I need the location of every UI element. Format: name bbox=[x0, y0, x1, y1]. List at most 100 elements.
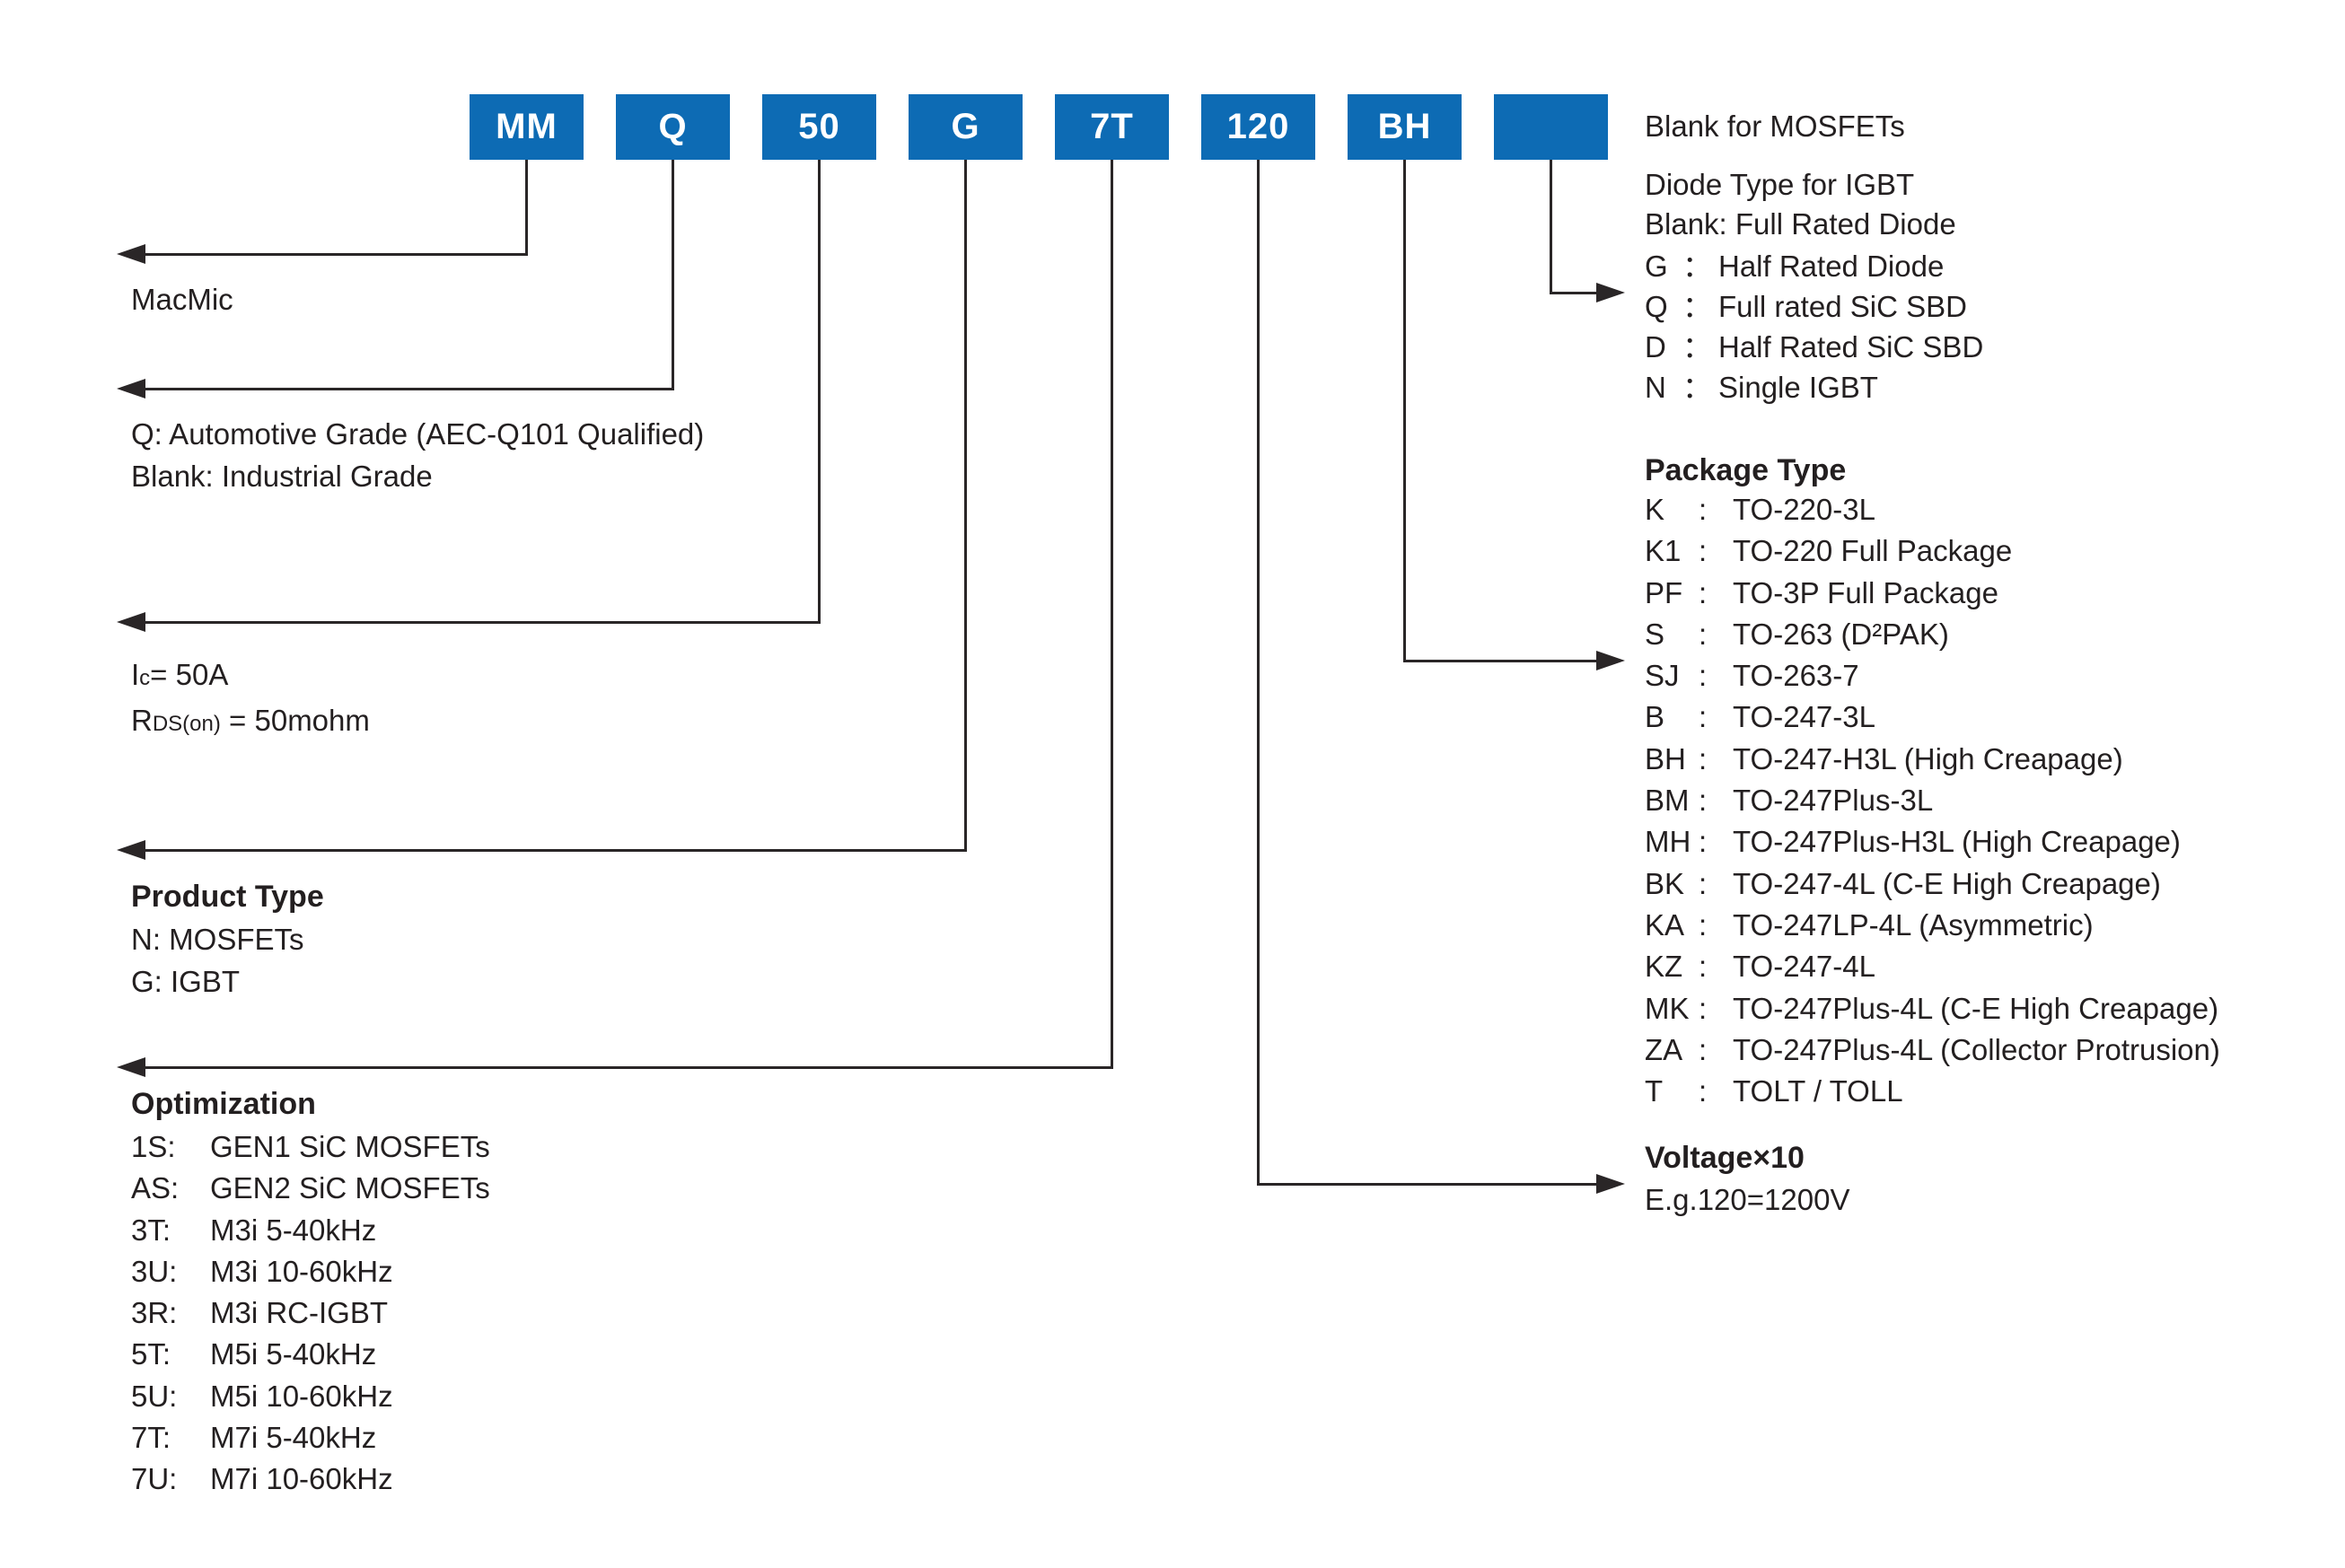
diode-colon: ： bbox=[1682, 330, 1712, 364]
package-item: BM: TO-247Plus-3L bbox=[1645, 780, 2220, 821]
connector-120-vertical bbox=[1257, 160, 1260, 1185]
package-item: SJ: TO-263-7 bbox=[1645, 655, 2220, 696]
diode-desc: Single IGBT bbox=[1718, 371, 1878, 404]
part-box-bh: BH bbox=[1348, 94, 1462, 160]
optimization-item: 3U: M3i 10-60kHz bbox=[131, 1251, 490, 1292]
opt-desc: M5i 10-60kHz bbox=[210, 1379, 393, 1413]
diode-item: D ： Half Rated SiC SBD bbox=[1645, 327, 1983, 367]
connector-120-horizontal bbox=[1257, 1183, 1598, 1186]
package-desc: TO-220 Full Package bbox=[1733, 534, 2013, 568]
product-type-block: Product Type N: MOSFETs G: IGBT bbox=[131, 875, 324, 1003]
opt-desc: M5i 5-40kHz bbox=[210, 1337, 377, 1371]
opt-desc: M3i RC-IGBT bbox=[210, 1296, 388, 1330]
package-colon: : bbox=[1699, 700, 1708, 734]
opt-key: 7T: bbox=[131, 1421, 171, 1455]
grade-automotive: Q: Automotive Grade (AEC-Q101 Qualified) bbox=[131, 417, 705, 451]
opt-desc: M3i 5-40kHz bbox=[210, 1213, 377, 1247]
connector-mm-vertical bbox=[525, 160, 528, 255]
part-box-7t: 7T bbox=[1055, 94, 1169, 160]
voltage-title: Voltage×10 bbox=[1645, 1141, 1805, 1175]
connector-blank-vertical bbox=[1550, 160, 1552, 293]
grade-industrial: Blank: Industrial Grade bbox=[131, 460, 433, 493]
package-colon: : bbox=[1699, 866, 1708, 900]
package-key: BK bbox=[1645, 866, 1685, 900]
diode-key: N bbox=[1645, 371, 1666, 404]
package-item: ZA: TO-247Plus-4L (Collector Protrusion) bbox=[1645, 1029, 2220, 1071]
optimization-block: Optimization 1S: GEN1 SiC MOSFETs AS: GEN2… bbox=[131, 1082, 490, 1501]
optimization-item: 5T: M5i 5-40kHz bbox=[131, 1334, 490, 1375]
diode-blank-full-rated: Blank: Full Rated Diode bbox=[1645, 207, 1956, 241]
package-desc: TO-247-3L bbox=[1733, 700, 1875, 734]
arrow-left-mm-icon bbox=[117, 244, 145, 264]
diode-desc: Full rated SiC SBD bbox=[1718, 290, 1967, 323]
package-colon: : bbox=[1699, 659, 1708, 693]
connector-mm-horizontal bbox=[142, 253, 528, 256]
connector-50-horizontal bbox=[142, 621, 821, 624]
package-colon: : bbox=[1699, 1032, 1708, 1066]
package-desc: TO-247Plus-H3L (High Creapage) bbox=[1733, 825, 2181, 859]
package-desc: TO-247Plus-4L (C-E High Creapage) bbox=[1733, 991, 2219, 1025]
package-item: BH: TO-247-H3L (High Creapage) bbox=[1645, 739, 2220, 780]
package-colon: : bbox=[1699, 950, 1708, 984]
package-key: SJ bbox=[1645, 659, 1680, 693]
connector-bh-vertical bbox=[1403, 160, 1406, 661]
opt-desc: M3i 10-60kHz bbox=[210, 1254, 393, 1288]
connector-bh-horizontal bbox=[1403, 660, 1598, 662]
package-key: B bbox=[1645, 700, 1665, 734]
package-colon: : bbox=[1699, 617, 1708, 651]
diode-key: G bbox=[1645, 250, 1668, 283]
package-colon: : bbox=[1699, 741, 1708, 775]
optimization-item: 7U: M7i 10-60kHz bbox=[131, 1459, 490, 1500]
part-box-g: G bbox=[909, 94, 1023, 160]
package-desc: TO-247Plus-4L (Collector Protrusion) bbox=[1733, 1032, 2220, 1066]
connector-7t-vertical bbox=[1111, 160, 1113, 1068]
package-key: KZ bbox=[1645, 950, 1683, 984]
part-box-blank bbox=[1494, 94, 1608, 160]
diode-blank-mosfets: Blank for MOSFETs bbox=[1645, 109, 1905, 143]
part-box-120: 120 bbox=[1201, 94, 1315, 160]
product-type-mosfets: N: MOSFETs bbox=[131, 923, 304, 956]
package-item: K1: TO-220 Full Package bbox=[1645, 530, 2220, 572]
package-item: K: TO-220-3L bbox=[1645, 489, 2220, 530]
package-desc: TOLT / TOLL bbox=[1733, 1074, 1903, 1108]
rds-subscript: DS(on) bbox=[152, 712, 221, 736]
optimization-item: 3R: M3i RC-IGBT bbox=[131, 1292, 490, 1334]
arrow-left-50-icon bbox=[117, 612, 145, 632]
rds-rating: RDS(on) = 50mohm bbox=[131, 699, 370, 745]
package-colon: : bbox=[1699, 784, 1708, 818]
optimization-item: 5U: M5i 10-60kHz bbox=[131, 1376, 490, 1417]
arrow-left-q-icon bbox=[117, 379, 145, 399]
package-item: BK: TO-247-4L (C-E High Creapage) bbox=[1645, 863, 2220, 905]
package-type-title: Package Type bbox=[1645, 453, 1847, 487]
package-desc: TO-247Plus-3L bbox=[1733, 784, 1934, 818]
opt-key: AS: bbox=[131, 1171, 180, 1205]
arrow-left-7t-icon bbox=[117, 1057, 145, 1077]
diode-item: Q ： Full rated SiC SBD bbox=[1645, 286, 1983, 327]
package-desc: TO-263 (D²PAK) bbox=[1733, 617, 1949, 651]
diode-desc: Half Rated SiC SBD bbox=[1718, 330, 1984, 364]
product-type-igbt: G: IGBT bbox=[131, 965, 241, 998]
optimization-title: Optimization bbox=[131, 1087, 316, 1121]
package-item: KZ: TO-247-4L bbox=[1645, 946, 2220, 987]
diode-type-block: Blank for MOSFETs Diode Type for IGBT Bl… bbox=[1645, 106, 1983, 407]
package-key: BM bbox=[1645, 784, 1690, 818]
package-desc: TO-220-3L bbox=[1733, 493, 1875, 526]
package-key: K1 bbox=[1645, 534, 1682, 568]
package-item: B: TO-247-3L bbox=[1645, 696, 2220, 738]
optimization-item: 3T: M3i 5-40kHz bbox=[131, 1210, 490, 1251]
rds-base: R bbox=[131, 704, 153, 737]
diode-desc: Half Rated Diode bbox=[1718, 250, 1945, 283]
package-colon: : bbox=[1699, 1074, 1708, 1108]
connector-q-horizontal bbox=[142, 388, 674, 390]
part-box-q: Q bbox=[616, 94, 730, 160]
package-desc: TO-263-7 bbox=[1733, 659, 1859, 693]
package-item: MH: TO-247Plus-H3L (High Creapage) bbox=[1645, 821, 2220, 863]
package-desc: TO-247-4L (C-E High Creapage) bbox=[1733, 866, 2161, 900]
diode-colon: ： bbox=[1682, 290, 1712, 323]
connector-g-vertical bbox=[964, 160, 967, 851]
diode-key: Q bbox=[1645, 290, 1668, 323]
package-item: T: TOLT / TOLL bbox=[1645, 1071, 2220, 1112]
package-item: MK: TO-247Plus-4L (C-E High Creapage) bbox=[1645, 988, 2220, 1029]
opt-key: 3U: bbox=[131, 1254, 178, 1288]
package-key: T bbox=[1645, 1074, 1664, 1108]
